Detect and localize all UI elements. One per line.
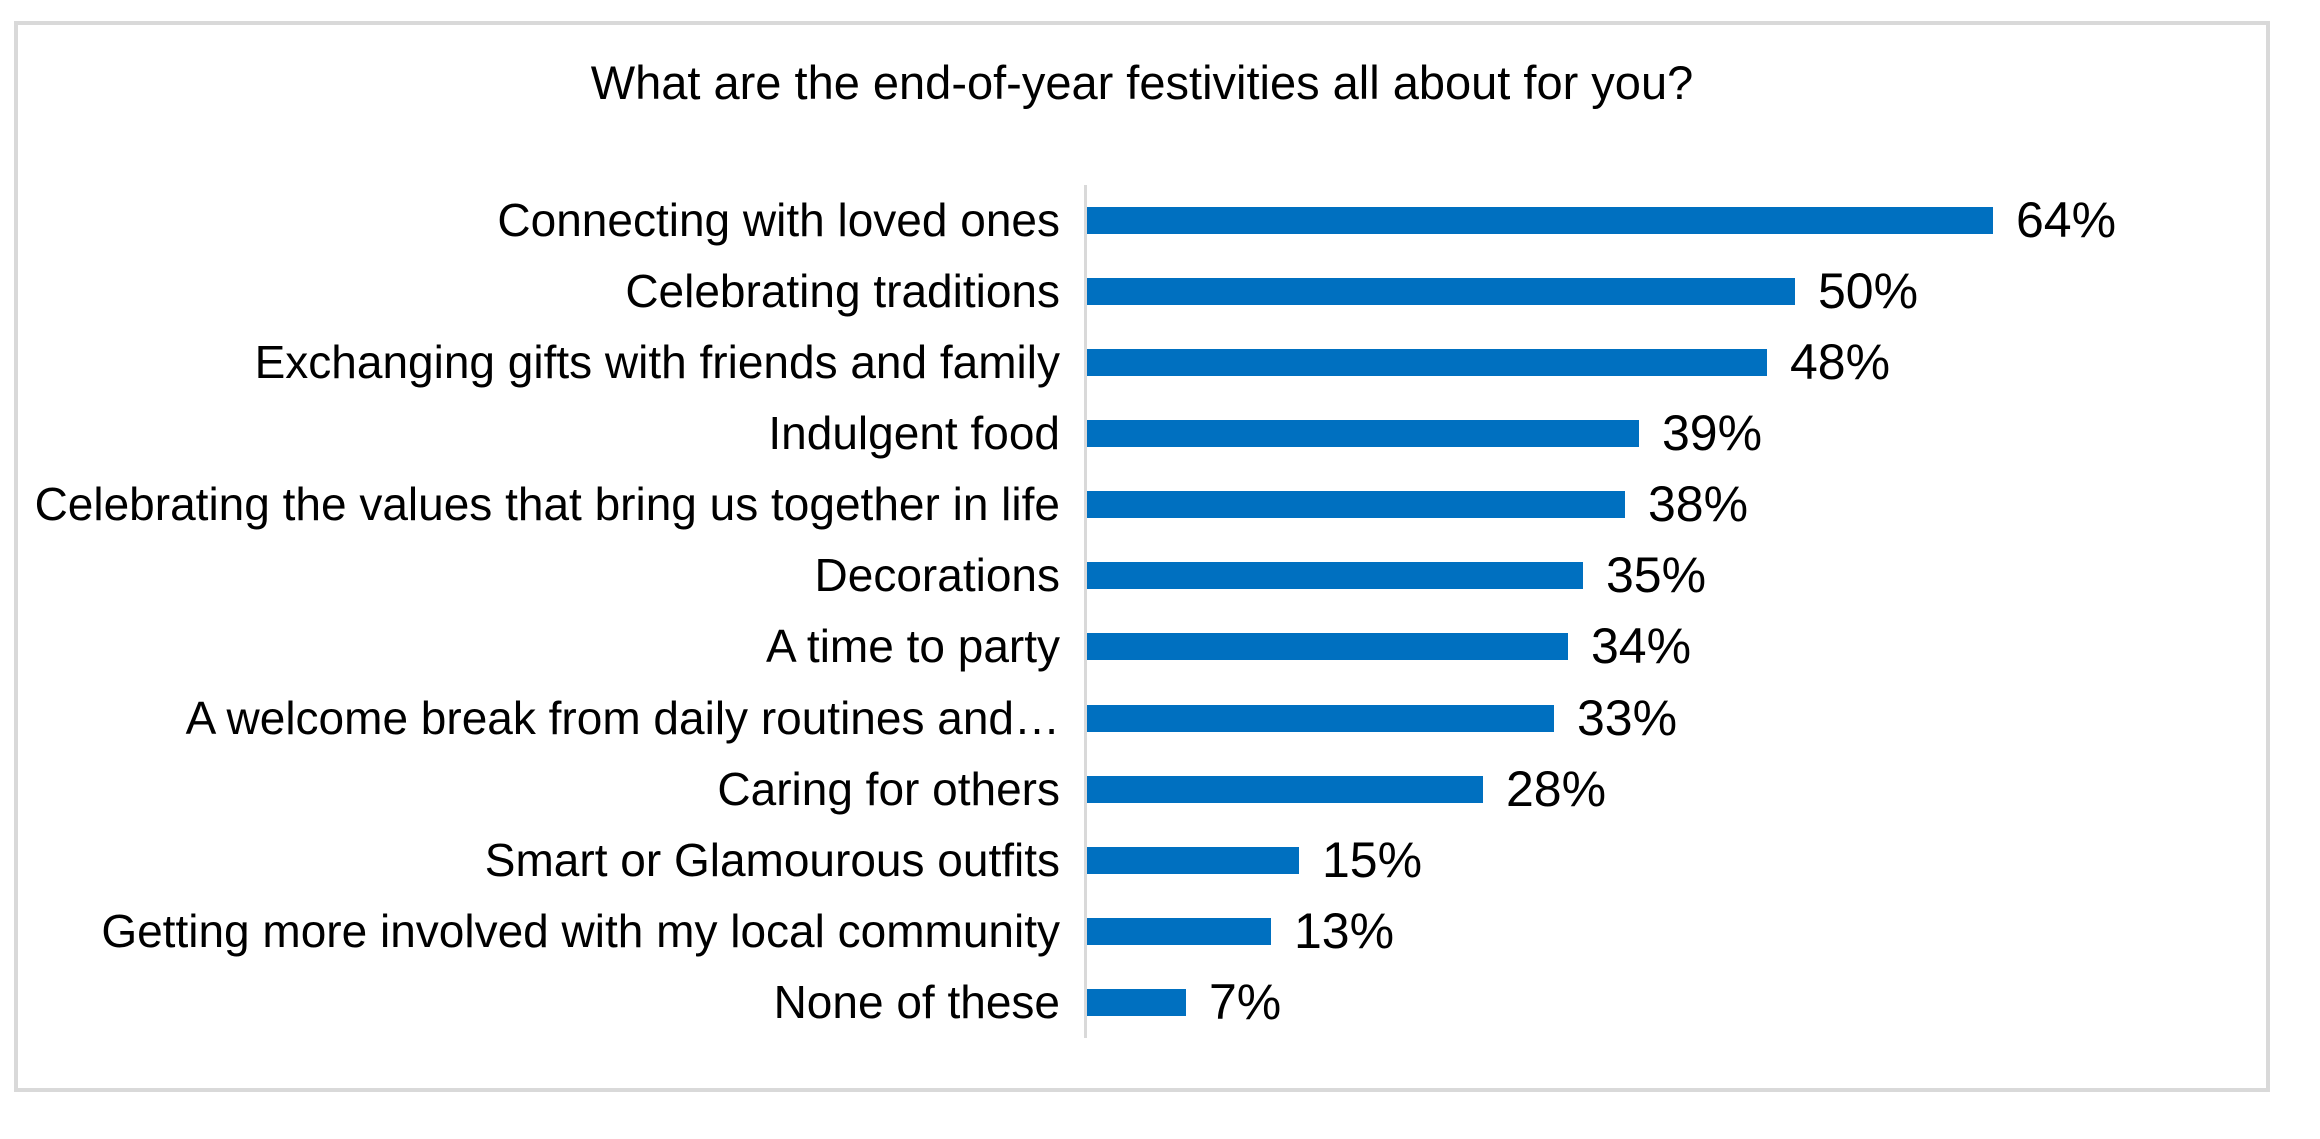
value-label: 13% xyxy=(1294,903,1395,959)
category-label: Getting more involved with my local comm… xyxy=(101,905,1060,957)
bar-row: Decorations 35% xyxy=(0,540,2320,611)
bar xyxy=(1087,491,1625,518)
category-label: Smart or Glamourous outfits xyxy=(484,834,1060,886)
bar xyxy=(1087,705,1554,732)
bar-row: Connecting with loved ones 64% xyxy=(0,185,2320,256)
category-label: Celebrating the values that bring us tog… xyxy=(34,478,1060,530)
value-label: 38% xyxy=(1648,476,1749,532)
category-label: A time to party xyxy=(765,620,1060,672)
bar xyxy=(1087,420,1639,447)
bar xyxy=(1087,562,1583,589)
category-label: A welcome break from daily routines and… xyxy=(185,692,1060,744)
bar xyxy=(1087,278,1795,305)
value-label: 39% xyxy=(1662,405,1763,461)
value-label: 7% xyxy=(1209,974,1282,1030)
value-label: 35% xyxy=(1606,547,1707,603)
value-label: 50% xyxy=(1818,263,1919,319)
category-label: Connecting with loved ones xyxy=(497,194,1060,246)
category-label: None of these xyxy=(773,976,1060,1028)
bar xyxy=(1087,847,1299,874)
chart-title: What are the end-of-year festivities all… xyxy=(590,56,1694,109)
bar-row: Caring for others 28% xyxy=(0,754,2320,825)
value-label: 34% xyxy=(1591,618,1692,674)
bar xyxy=(1087,207,1993,234)
chart-frame xyxy=(14,21,2270,1092)
category-label: Decorations xyxy=(814,549,1060,601)
category-axis-line xyxy=(1084,185,1087,1038)
category-label: Caring for others xyxy=(717,763,1060,815)
value-label: 33% xyxy=(1577,690,1678,746)
value-label: 28% xyxy=(1506,761,1607,817)
bar-row: A time to party 34% xyxy=(0,611,2320,682)
bar-row: Getting more involved with my local comm… xyxy=(0,896,2320,967)
bar xyxy=(1087,918,1271,945)
bar-row: Celebrating the values that bring us tog… xyxy=(0,469,2320,540)
bar-row: Smart or Glamourous outfits 15% xyxy=(0,825,2320,896)
bar xyxy=(1087,633,1568,660)
bar-row: A welcome break from daily routines and…… xyxy=(0,683,2320,754)
bar xyxy=(1087,989,1186,1016)
bar-row: Celebrating traditions 50% xyxy=(0,256,2320,327)
value-label: 48% xyxy=(1790,334,1891,390)
bar-row: Exchanging gifts with friends and family… xyxy=(0,327,2320,398)
value-label: 64% xyxy=(2016,192,2117,248)
bar-row: Indulgent food 39% xyxy=(0,398,2320,469)
value-label: 15% xyxy=(1322,832,1423,888)
bar xyxy=(1087,349,1767,376)
bar-row: None of these 7% xyxy=(0,967,2320,1038)
category-label: Indulgent food xyxy=(768,407,1060,459)
category-label: Exchanging gifts with friends and family xyxy=(254,336,1060,388)
bar xyxy=(1087,776,1483,803)
category-label: Celebrating traditions xyxy=(625,265,1060,317)
